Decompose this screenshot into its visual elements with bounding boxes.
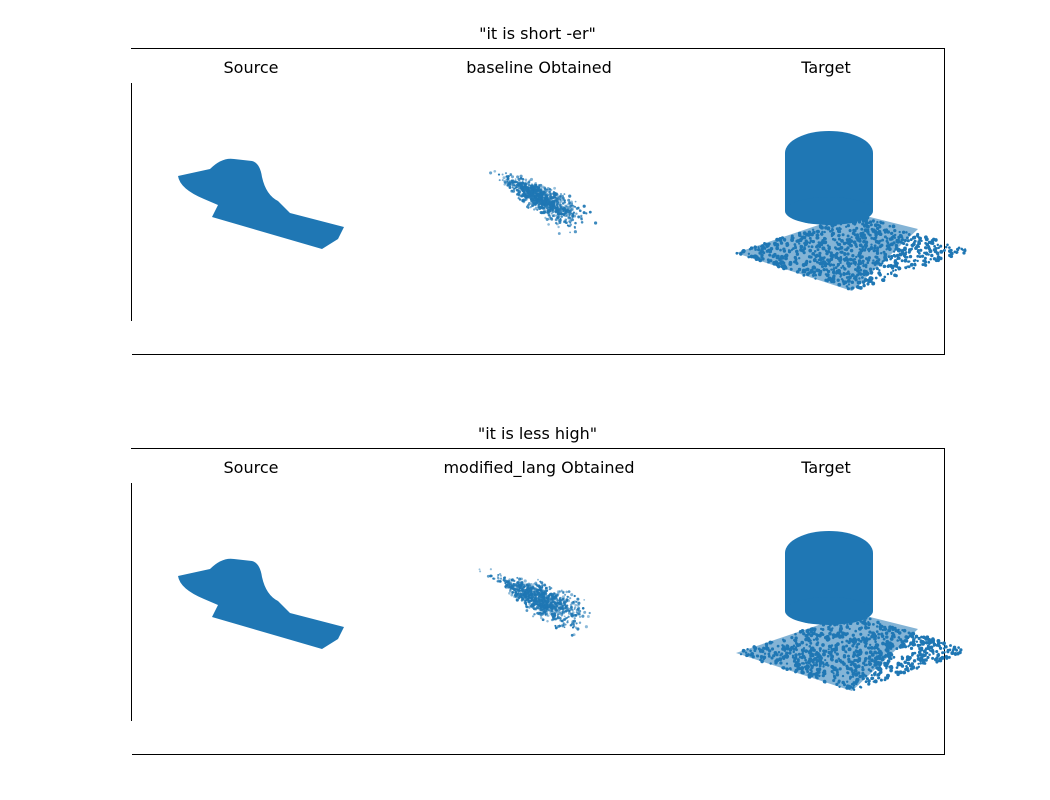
row1-panel: Source baseline Obtained Target [131, 48, 967, 355]
row1-source-cloud [178, 158, 344, 249]
row2-target-cloud [736, 531, 963, 691]
row1-left-gap-bottom [131, 321, 132, 355]
row1-obtained-points [489, 169, 598, 235]
row2-left-gap-bottom [131, 721, 132, 755]
row2-source-title: Source [223, 458, 279, 477]
row2-obtained-cloud [478, 568, 591, 637]
row1-source-title: Source [223, 58, 279, 77]
row1-target-title: Target [801, 58, 851, 77]
row2-obtained-title: modified_lang Obtained [443, 458, 635, 477]
row1-left-gap-top [131, 49, 132, 83]
row1-target-cloud [735, 131, 967, 291]
row1-obtained-cloud [489, 169, 598, 235]
row2-source-cloud [178, 558, 344, 649]
row2-left-gap-top [131, 449, 132, 483]
row1-obtained-title: baseline Obtained [466, 58, 612, 77]
row2-panel: Source modified_lang Obtained Target [131, 448, 963, 755]
row2-obtained-points [478, 568, 591, 637]
row2-target-base-points [739, 612, 963, 691]
row2-target-title: Target [801, 458, 851, 477]
row2-title: "it is less high" [477, 424, 598, 443]
row1-title: "it is short -er" [479, 24, 596, 43]
